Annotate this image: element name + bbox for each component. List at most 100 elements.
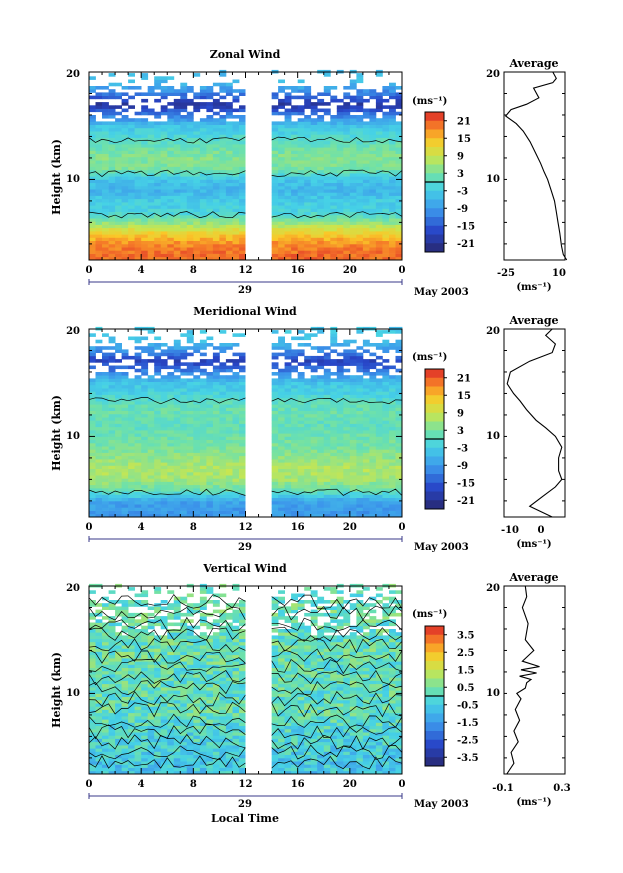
- heatmap-cell: [349, 234, 357, 238]
- heatmap-cell: [343, 179, 351, 183]
- heatmap-cell: [362, 202, 370, 206]
- heatmap-cell: [232, 153, 240, 158]
- heatmap-cell: [362, 195, 370, 200]
- heatmap-cell: [389, 134, 396, 138]
- heatmap-cell: [199, 256, 207, 261]
- zonal-profile-xlabel: (ms⁻¹): [516, 282, 551, 293]
- heatmap-cell: [389, 231, 396, 235]
- heatmap-cell: [343, 349, 351, 353]
- heatmap-cell: [186, 240, 194, 245]
- heatmap-cell: [323, 391, 331, 395]
- heatmap-cell: [317, 163, 325, 167]
- heatmap-cell: [375, 176, 383, 180]
- heatmap-cell: [102, 748, 109, 752]
- xtick-label: 20: [343, 522, 357, 533]
- heatmap-cell: [154, 195, 162, 200]
- heatmap-cell: [95, 384, 103, 389]
- colorbar-swatch: [425, 439, 444, 449]
- heatmap-cell: [232, 166, 240, 171]
- heatmap-cell: [108, 690, 116, 694]
- heatmap-cell: [108, 436, 116, 440]
- heatmap-cell: [160, 192, 168, 196]
- heatmap-cell: [389, 121, 396, 125]
- heatmap-cell: [95, 92, 103, 96]
- heatmap-cell: [108, 481, 116, 486]
- heatmap-cell: [297, 401, 305, 405]
- heatmap-cell: [284, 423, 292, 428]
- heatmap-cell: [336, 484, 344, 489]
- heatmap-cell: [102, 728, 109, 733]
- heatmap-cell: [108, 741, 116, 746]
- heatmap-cell: [349, 98, 357, 103]
- heatmap-cell: [212, 214, 220, 219]
- heatmap-cell: [147, 179, 155, 183]
- heatmap-cell: [186, 484, 194, 489]
- heatmap-cell: [186, 189, 194, 193]
- heatmap-cell: [278, 137, 285, 142]
- heatmap-cell: [102, 127, 109, 132]
- heatmap-cell: [180, 442, 188, 447]
- heatmap-cell: [141, 478, 149, 482]
- heatmap-cell: [291, 89, 298, 93]
- heatmap-cell: [128, 189, 135, 193]
- heatmap-cell: [102, 725, 109, 730]
- heatmap-cell: [160, 397, 168, 402]
- heatmap-cell: [89, 761, 96, 765]
- heatmap-cell: [206, 433, 214, 437]
- heatmap-cell: [160, 234, 168, 238]
- heatmap-cell: [199, 368, 207, 373]
- heatmap-cell: [389, 89, 396, 93]
- heatmap-cell: [128, 231, 135, 235]
- heatmap-cell: [291, 218, 298, 222]
- heatmap-cell: [389, 430, 396, 434]
- heatmap-cell: [271, 224, 279, 229]
- heatmap-cell: [108, 638, 116, 643]
- heatmap-cell: [180, 417, 188, 421]
- heatmap-cell: [304, 407, 312, 411]
- heatmap-cell: [154, 163, 162, 167]
- heatmap-cell: [382, 346, 390, 350]
- heatmap-cell: [147, 111, 155, 116]
- heatmap-cell: [121, 442, 129, 447]
- heatmap-cell: [389, 449, 396, 453]
- heatmap-cell: [95, 491, 103, 495]
- heatmap-cell: [304, 426, 312, 431]
- heatmap-cell: [154, 510, 162, 515]
- heatmap-cell: [323, 475, 331, 479]
- heatmap-cell: [180, 488, 188, 492]
- heatmap-cell: [160, 237, 168, 241]
- heatmap-cell: [375, 118, 383, 122]
- heatmap-cell: [102, 185, 109, 190]
- heatmap-cell: [232, 375, 240, 379]
- heatmap-cell: [336, 478, 344, 482]
- heatmap-cell: [134, 391, 142, 395]
- heatmap-cell: [278, 468, 285, 473]
- heatmap-cell: [206, 256, 214, 261]
- heatmap-cell: [395, 397, 403, 402]
- heatmap-cell: [193, 417, 201, 421]
- heatmap-cell: [160, 420, 168, 424]
- heatmap-cell: [173, 362, 181, 366]
- heatmap-cell: [297, 176, 305, 180]
- heatmap-cell: [141, 98, 149, 103]
- heatmap-cell: [375, 452, 383, 457]
- heatmap-cell: [284, 372, 292, 376]
- heatmap-cell: [271, 198, 279, 203]
- heatmap-cell: [239, 221, 246, 225]
- heatmap-cell: [89, 622, 96, 627]
- heatmap-cell: [108, 716, 116, 720]
- heatmap-cell: [128, 156, 135, 161]
- heatmap-cell: [128, 195, 135, 200]
- heatmap-cell: [382, 407, 390, 411]
- colorbar-tick-label: -21: [457, 239, 475, 250]
- heatmap-cell: [284, 504, 292, 508]
- heatmap-cell: [225, 121, 233, 125]
- heatmap-cell: [304, 147, 312, 151]
- heatmap-cell: [375, 462, 383, 466]
- heatmap-cell: [141, 150, 149, 154]
- heatmap-cell: [180, 430, 188, 434]
- heatmap-cell: [167, 140, 175, 145]
- heatmap-cell: [291, 426, 298, 431]
- heatmap-cell: [193, 224, 201, 229]
